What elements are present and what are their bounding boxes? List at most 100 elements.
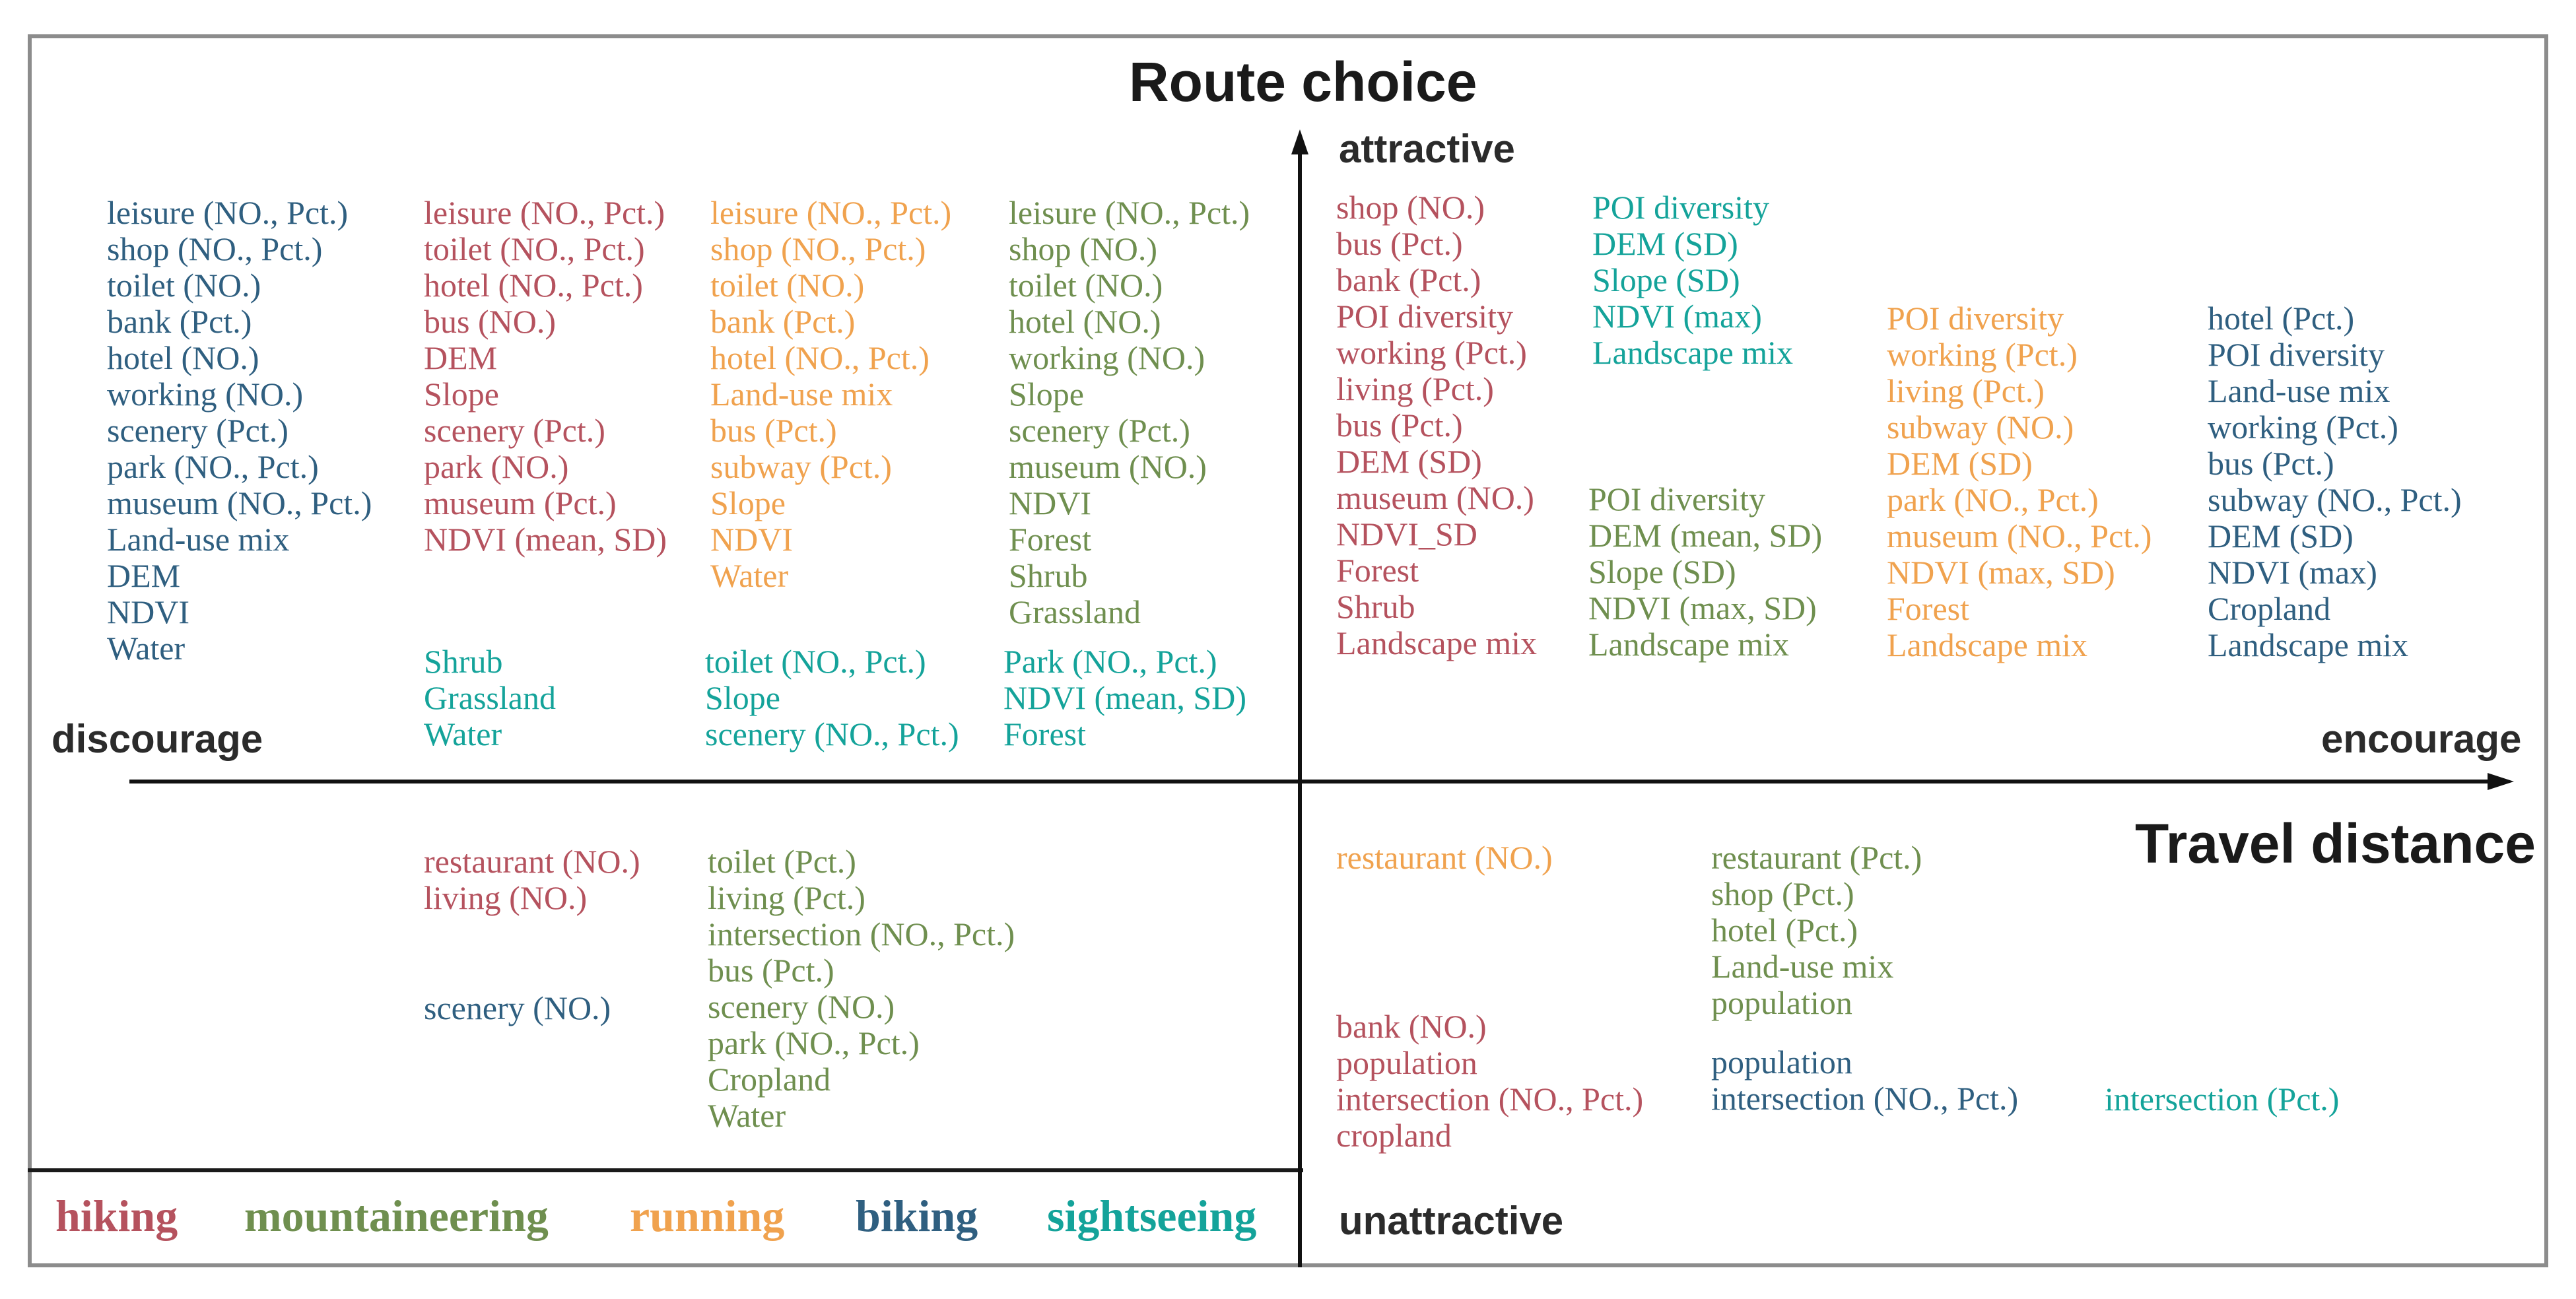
factor-item: hotel (Pct.) [1711, 912, 1858, 949]
diagram-frame [28, 34, 2548, 1267]
factor-item: toilet (Pct.) [708, 843, 856, 880]
factor-item: leisure (NO., Pct.) [424, 194, 665, 231]
factor-item: toilet (NO., Pct.) [424, 230, 645, 267]
factor-item: POI diversity [1588, 481, 1766, 517]
factor-item: Landscape mix [1336, 624, 1538, 661]
legend-item-hiking: hiking [55, 1191, 178, 1241]
factor-item: NDVI_SD [1336, 516, 1477, 552]
factor-item: POI diversity [1592, 189, 1770, 226]
factor-item: NDVI [710, 521, 793, 558]
factor-item: Forest [1336, 552, 1419, 589]
factor-item: DEM [107, 557, 181, 594]
factor-item: NDVI (max, SD) [1588, 589, 1817, 626]
factor-item: bus (Pct.) [1336, 225, 1463, 262]
factor-item: shop (NO.) [1336, 189, 1485, 226]
factor-item: bank (Pct.) [107, 303, 252, 340]
factor-item: cropland [1336, 1117, 1452, 1154]
factor-item: Forest [1009, 521, 1091, 558]
factor-item: park (NO., Pct.) [107, 448, 319, 485]
factor-group-bl-biking: scenery (NO.) [424, 990, 611, 1026]
factor-item: POI diversity [2208, 336, 2385, 373]
factor-group-tr-running: POI diversity working (Pct.) living (Pct.)… [1887, 300, 2152, 663]
factor-item: toilet (NO.) [1009, 267, 1163, 304]
factor-item: NDVI (max) [1592, 298, 1762, 335]
factor-item: subway (Pct.) [710, 448, 892, 485]
factor-item: Slope [1009, 376, 1084, 413]
factor-item: bus (NO.) [424, 303, 556, 340]
factor-item: shop (NO., Pct.) [107, 230, 323, 267]
factor-item: living (Pct.) [708, 879, 865, 916]
factor-item: DEM (mean, SD) [1588, 517, 1823, 554]
factor-item: POI diversity [1887, 300, 2064, 337]
factor-item: subway (NO.) [1887, 409, 2074, 446]
encourage-label: encourage [2321, 717, 2522, 761]
factor-item: NDVI (mean, SD) [424, 521, 667, 558]
factor-item: restaurant (Pct.) [1711, 839, 1922, 876]
factor-item: Park (NO., Pct.) [1003, 643, 1217, 680]
factor-item: Land-use mix [2208, 372, 2390, 409]
factor-item: hotel (NO., Pct.) [710, 339, 930, 376]
factor-item: working (NO.) [107, 376, 304, 413]
factor-item: Water [710, 557, 789, 594]
factor-item: Water [708, 1097, 786, 1134]
factor-item: Slope [710, 484, 786, 521]
factor-item: population [1711, 984, 1852, 1021]
factor-item: living (NO.) [424, 879, 588, 916]
factor-item: Slope (SD) [1588, 553, 1736, 590]
factor-item: hotel (NO.) [107, 339, 259, 376]
factor-item: subway (NO., Pct.) [2208, 481, 2462, 518]
factor-item: shop (NO., Pct.) [710, 230, 926, 267]
factor-item: population [1711, 1044, 1852, 1081]
factor-item: DEM (SD) [1887, 445, 2033, 482]
factor-item: Grassland [424, 679, 556, 716]
legend-separator [28, 1168, 1303, 1172]
factor-group-tl-hiking: leisure (NO., Pct.) toilet (NO., Pct.) hot… [424, 195, 667, 558]
factor-item: Water [107, 630, 186, 667]
factor-item: Water [424, 716, 502, 752]
factor-group-tl-running: leisure (NO., Pct.) shop (NO., Pct.) toile… [710, 195, 951, 594]
unattractive-label: unattractive [1339, 1199, 1564, 1243]
factor-item: Slope [705, 679, 780, 716]
factor-item: leisure (NO., Pct.) [710, 194, 952, 231]
factor-item: DEM [424, 339, 498, 376]
factor-item: scenery (Pct.) [424, 412, 605, 449]
factor-item: Landscape mix [1887, 626, 2088, 663]
discourage-label: discourage [51, 717, 263, 761]
factor-item: leisure (NO., Pct.) [107, 194, 349, 231]
factor-item: scenery (NO.) [708, 988, 895, 1025]
route-choice-title: Route choice [1129, 51, 1477, 113]
factor-item: hotel (NO., Pct.) [424, 267, 643, 304]
factor-group-tl-sightseeing-3: Park (NO., Pct.) NDVI (mean, SD) Forest [1003, 644, 1246, 752]
factor-item: Cropland [708, 1061, 831, 1098]
factor-group-tr-biking: hotel (Pct.) POI diversity Land-use mix wor… [2208, 300, 2462, 663]
factor-group-br-biking: population intersection (NO., Pct.) [1711, 1044, 2018, 1117]
factor-item: Shrub [424, 643, 503, 680]
factor-item: scenery (NO.) [424, 989, 611, 1026]
factor-group-tr-mountaineering: POI diversity DEM (mean, SD) Slope (SD) NDV… [1588, 481, 1822, 663]
factor-item: restaurant (NO.) [424, 843, 640, 880]
factor-item: DEM (SD) [2208, 517, 2354, 554]
factor-item: living (Pct.) [1887, 372, 2045, 409]
factor-item: park (NO., Pct.) [1887, 481, 2099, 518]
factor-item: Shrub [1009, 557, 1088, 594]
factor-group-tr-sightseeing: POI diversity DEM (SD) Slope (SD) NDVI (max… [1592, 189, 1793, 371]
factor-item: POI diversity [1336, 298, 1514, 335]
factor-item: Cropland [2208, 590, 2331, 627]
legend-item-mountaineering: mountaineering [244, 1191, 549, 1241]
attractive-label: attractive [1339, 127, 1515, 171]
factor-item: bus (Pct.) [708, 952, 834, 989]
factor-item: museum (NO., Pct.) [1887, 517, 2152, 554]
factor-item: Slope (SD) [1592, 261, 1740, 298]
travel-distance-axis [129, 780, 2490, 783]
factor-item: Forest [1887, 590, 1969, 627]
factor-item: restaurant (NO.) [1336, 839, 1553, 876]
factor-item: Landscape mix [1588, 626, 1790, 663]
factor-item: Land-use mix [710, 376, 893, 413]
factor-item: bus (Pct.) [710, 412, 837, 449]
factor-item: leisure (NO., Pct.) [1009, 194, 1250, 231]
factor-item: bank (Pct.) [710, 303, 856, 340]
factor-item: museum (Pct.) [424, 484, 617, 521]
factor-group-tl-sightseeing-1: Shrub Grassland Water [424, 644, 556, 752]
factor-item: bank (Pct.) [1336, 261, 1481, 298]
